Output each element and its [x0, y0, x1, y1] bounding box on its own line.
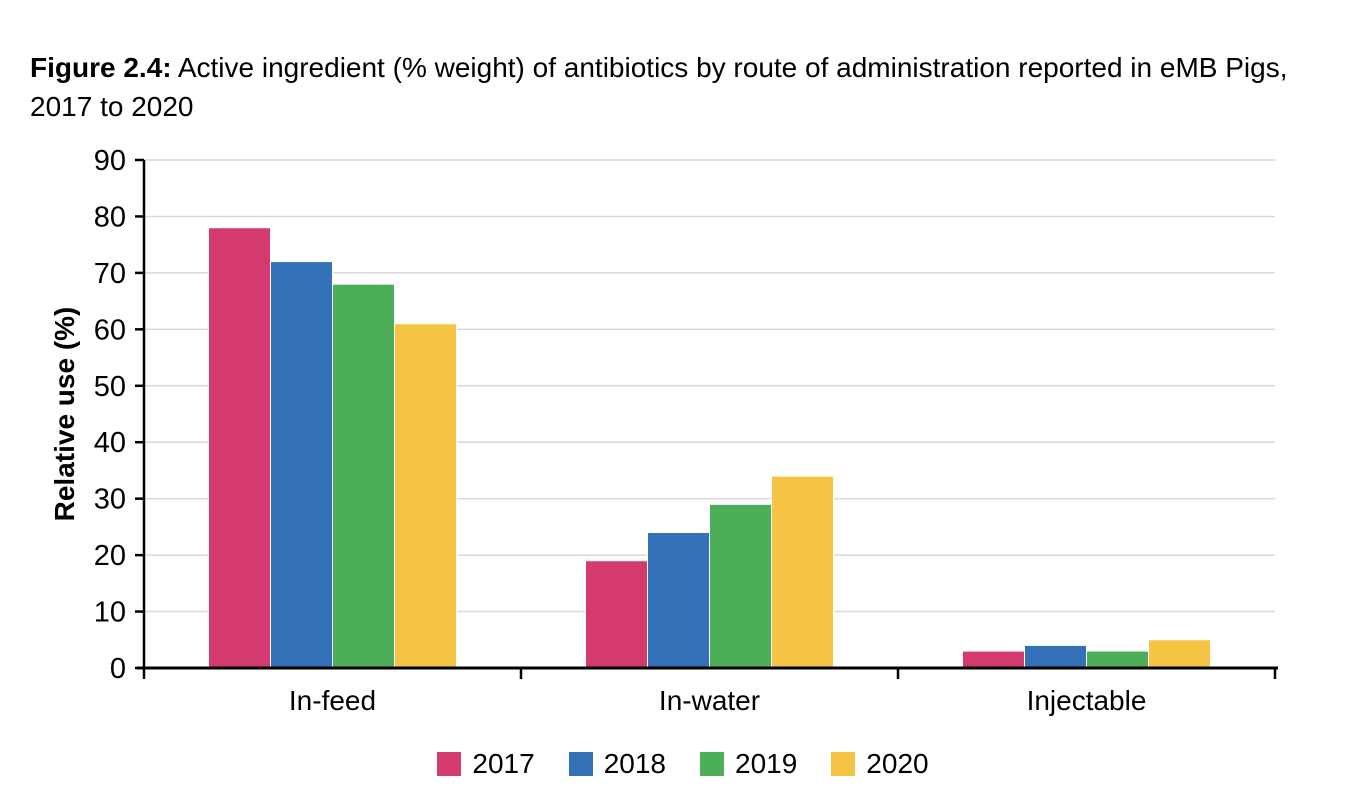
y-tick-label-40: 40	[94, 427, 126, 459]
category-label-injectable: Injectable	[1027, 685, 1147, 716]
legend-swatch-2019	[700, 752, 724, 776]
y-tick-label-70: 70	[94, 258, 126, 290]
bar-2019-injectable	[1086, 650, 1149, 669]
y-tick-label-50: 50	[94, 371, 126, 403]
bar-2018-injectable	[1024, 644, 1087, 669]
bar-2020-in-feed	[394, 323, 457, 669]
y-tick-label-10: 10	[94, 597, 126, 629]
legend-label-2020: 2020	[866, 748, 929, 779]
bar-2017-in-feed	[208, 227, 271, 669]
y-tick-label-30: 30	[94, 484, 126, 516]
legend-item-2017: 2017	[437, 748, 535, 780]
bar-2019-in-water	[709, 503, 772, 669]
figure-label: Figure 2.4:	[30, 52, 172, 83]
figure-caption: Active ingredient (% weight) of antibiot…	[30, 52, 1288, 122]
legend-label-2019: 2019	[735, 748, 798, 779]
bar-2020-injectable	[1148, 639, 1211, 669]
y-tick-label-20: 20	[94, 540, 126, 572]
y-tick-label-80: 80	[94, 201, 126, 233]
y-tick-label-90: 90	[94, 145, 126, 177]
category-label-in-feed: In-feed	[289, 685, 376, 716]
legend-item-2020: 2020	[831, 748, 929, 780]
chart-legend: 2017 2018 2019 2020	[0, 748, 1366, 780]
y-tick-label-0: 0	[110, 653, 126, 685]
bar-2017-in-water	[585, 560, 648, 669]
legend-label-2018: 2018	[603, 748, 666, 779]
legend-swatch-2018	[568, 752, 593, 776]
figure-title: Figure 2.4: Active ingredient (% weight)…	[30, 48, 1326, 126]
category-label-in-water: In-water	[659, 685, 760, 716]
y-axis-title: Relative use (%)	[49, 307, 80, 522]
bar-2019-in-feed	[332, 283, 395, 669]
legend-label-2017: 2017	[472, 748, 535, 779]
bar-2020-in-water	[771, 475, 834, 669]
legend-swatch-2020	[831, 752, 856, 776]
bar-2017-injectable	[962, 650, 1025, 669]
bar-2018-in-water	[647, 532, 710, 669]
legend-item-2018: 2018	[568, 748, 666, 780]
legend-swatch-2017	[437, 752, 462, 776]
y-tick-label-60: 60	[94, 314, 126, 346]
bar-2018-in-feed	[270, 261, 333, 669]
legend-item-2019: 2019	[700, 748, 797, 780]
